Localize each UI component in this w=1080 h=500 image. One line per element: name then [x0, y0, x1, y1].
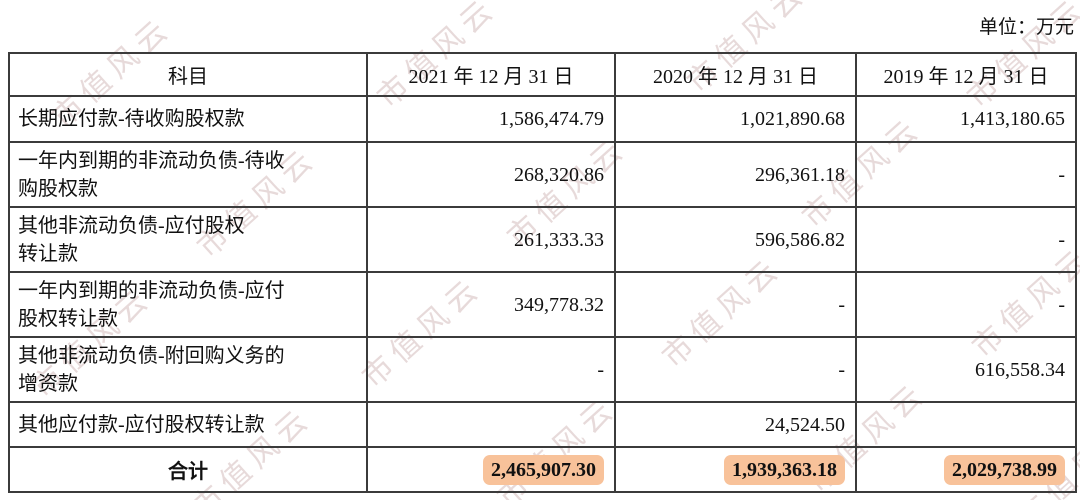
cell-2019: 616,558.34 — [855, 336, 1077, 403]
table-row: 一年内到期的非流动负债-待收 购股权款 268,320.86 296,361.1… — [8, 141, 1077, 208]
highlighted-value: 1,939,363.18 — [724, 454, 845, 485]
header-2020: 2020 年 12 月 31 日 — [614, 52, 857, 97]
cell-2020: 596,586.82 — [614, 206, 857, 273]
table-row: 其他非流动负债-应付股权 转让款 261,333.33 596,586.82 - — [8, 206, 1077, 273]
cell-2020: - — [614, 336, 857, 403]
unit-label: 单位：万元 — [978, 17, 1074, 38]
table-row: 长期应付款-待收购股权款 1,586,474.79 1,021,890.68 1… — [8, 95, 1077, 143]
header-subject: 科目 — [8, 52, 368, 97]
cell-2021: 349,778.32 — [366, 271, 616, 338]
cell-2019: - — [855, 271, 1077, 338]
cell-2020: - — [614, 271, 857, 338]
row-label: 一年内到期的非流动负债-应付 股权转让款 — [8, 271, 368, 338]
cell-2019: - — [855, 141, 1077, 208]
total-2021: 2,465,907.30 — [366, 446, 616, 493]
row-label: 长期应付款-待收购股权款 — [8, 95, 368, 143]
highlighted-value: 2,029,738.99 — [944, 454, 1065, 485]
cell-2021 — [366, 401, 616, 448]
header-2021: 2021 年 12 月 31 日 — [366, 52, 616, 97]
row-label: 其他非流动负债-附回购义务的 增资款 — [8, 336, 368, 403]
total-2019: 2,029,738.99 — [855, 446, 1077, 493]
row-label: 其他非流动负债-应付股权 转让款 — [8, 206, 368, 273]
cell-2020: 296,361.18 — [614, 141, 857, 208]
header-2019: 2019 年 12 月 31 日 — [855, 52, 1077, 97]
cell-2021: 261,333.33 — [366, 206, 616, 273]
cell-2019: 1,413,180.65 — [855, 95, 1077, 143]
cell-2019: - — [855, 206, 1077, 273]
total-2020: 1,939,363.18 — [614, 446, 857, 493]
table-row: 一年内到期的非流动负债-应付 股权转让款 349,778.32 - - — [8, 271, 1077, 338]
header-row: 科目 2021 年 12 月 31 日 2020 年 12 月 31 日 201… — [8, 52, 1077, 97]
row-label: 其他应付款-应付股权转让款 — [8, 401, 368, 448]
cell-2021: 268,320.86 — [366, 141, 616, 208]
total-row: 合计 2,465,907.30 1,939,363.18 2,029,738.9… — [8, 446, 1077, 493]
cell-2021: - — [366, 336, 616, 403]
cell-2019 — [855, 401, 1077, 448]
row-label: 一年内到期的非流动负债-待收 购股权款 — [8, 141, 368, 208]
cell-2020: 24,524.50 — [614, 401, 857, 448]
highlighted-value: 2,465,907.30 — [483, 454, 604, 485]
cell-2020: 1,021,890.68 — [614, 95, 857, 143]
total-label: 合计 — [8, 446, 368, 493]
liabilities-table: 科目 2021 年 12 月 31 日 2020 年 12 月 31 日 201… — [8, 52, 1077, 493]
cell-2021: 1,586,474.79 — [366, 95, 616, 143]
table-row: 其他应付款-应付股权转让款 24,524.50 — [8, 401, 1077, 448]
table-row: 其他非流动负债-附回购义务的 增资款 - - 616,558.34 — [8, 336, 1077, 403]
